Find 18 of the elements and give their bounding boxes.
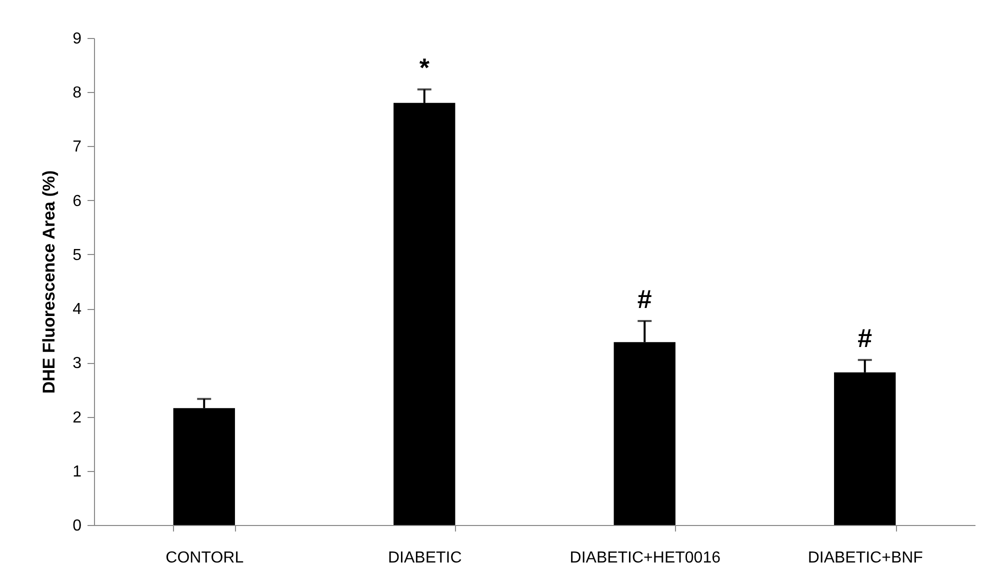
x-tick-label: CONTORL <box>166 550 244 566</box>
y-tick-label: 9 <box>72 30 82 48</box>
y-tick-label: 7 <box>72 138 82 156</box>
y-tick-label: 3 <box>72 355 82 372</box>
y-tick-label: 4 <box>72 301 82 318</box>
y-tick-label: 2 <box>72 409 82 426</box>
x-tick-label: DIABETIC+HET0016 <box>570 550 721 566</box>
annotation: * <box>419 52 430 82</box>
x-tick-label: DIABETIC+BNF <box>808 550 924 566</box>
y-tick-label: 5 <box>72 246 82 264</box>
annotation: # <box>637 284 652 314</box>
y-axis-title: DHE Fluorescence Area (%) <box>40 170 59 394</box>
y-tick-label: 0 <box>72 518 82 534</box>
annotation: # <box>858 322 873 353</box>
y-tick-label: 8 <box>72 84 82 102</box>
x-tick-label: DIABETIC <box>388 550 462 566</box>
y-tick-label: 6 <box>72 192 82 210</box>
y-tick-label: 1 <box>72 463 82 480</box>
